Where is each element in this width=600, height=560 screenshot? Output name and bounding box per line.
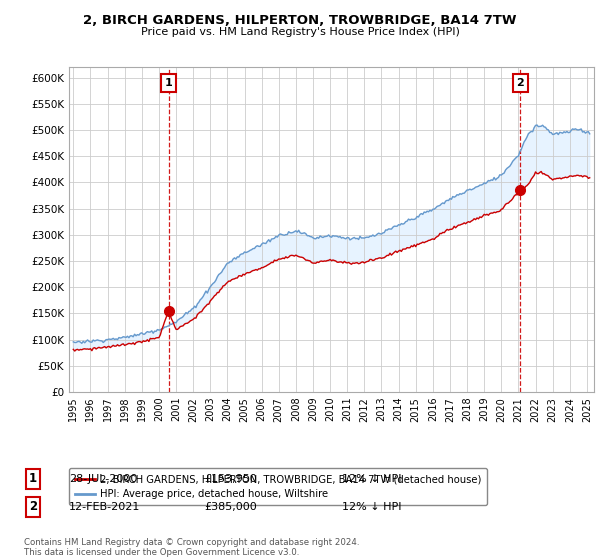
Text: Contains HM Land Registry data © Crown copyright and database right 2024.
This d: Contains HM Land Registry data © Crown c… — [24, 538, 359, 557]
Text: 12% ↓ HPI: 12% ↓ HPI — [342, 502, 401, 512]
Text: 12-FEB-2021: 12-FEB-2021 — [69, 502, 140, 512]
Text: 2: 2 — [29, 500, 37, 514]
Text: 28-JUL-2000: 28-JUL-2000 — [69, 474, 137, 484]
Text: £153,950: £153,950 — [204, 474, 257, 484]
Text: 2: 2 — [517, 78, 524, 88]
Text: Price paid vs. HM Land Registry's House Price Index (HPI): Price paid vs. HM Land Registry's House … — [140, 27, 460, 37]
Text: 1: 1 — [165, 78, 173, 88]
Text: 2, BIRCH GARDENS, HILPERTON, TROWBRIDGE, BA14 7TW: 2, BIRCH GARDENS, HILPERTON, TROWBRIDGE,… — [83, 14, 517, 27]
Text: £385,000: £385,000 — [204, 502, 257, 512]
Text: 1: 1 — [29, 472, 37, 486]
Text: 12% ↓ HPI: 12% ↓ HPI — [342, 474, 401, 484]
Legend: 2, BIRCH GARDENS, HILPERTON, TROWBRIDGE, BA14 7TW (detached house), HPI: Average: 2, BIRCH GARDENS, HILPERTON, TROWBRIDGE,… — [69, 469, 487, 506]
